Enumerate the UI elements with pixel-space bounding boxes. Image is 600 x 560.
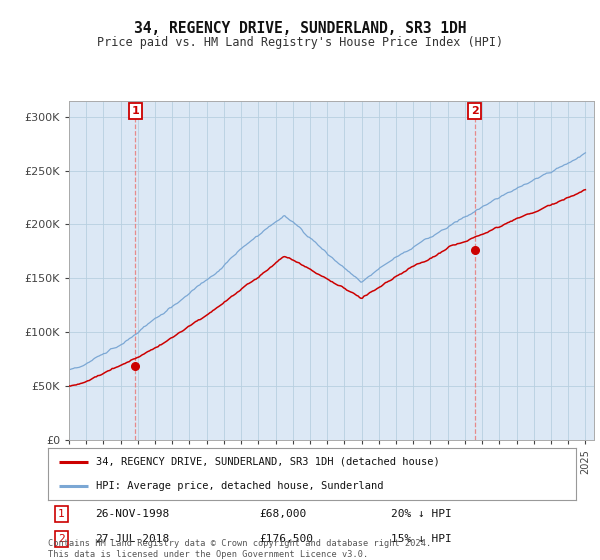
Text: Contains HM Land Registry data © Crown copyright and database right 2024.
This d: Contains HM Land Registry data © Crown c… bbox=[48, 539, 431, 559]
Text: 26-NOV-1998: 26-NOV-1998 bbox=[95, 509, 170, 519]
Text: HPI: Average price, detached house, Sunderland: HPI: Average price, detached house, Sund… bbox=[95, 480, 383, 491]
Text: 34, REGENCY DRIVE, SUNDERLAND, SR3 1DH: 34, REGENCY DRIVE, SUNDERLAND, SR3 1DH bbox=[134, 21, 466, 36]
Text: 1: 1 bbox=[131, 106, 139, 116]
Text: 2: 2 bbox=[471, 106, 479, 116]
Text: Price paid vs. HM Land Registry's House Price Index (HPI): Price paid vs. HM Land Registry's House … bbox=[97, 36, 503, 49]
Text: £68,000: £68,000 bbox=[259, 509, 307, 519]
Text: 34, REGENCY DRIVE, SUNDERLAND, SR3 1DH (detached house): 34, REGENCY DRIVE, SUNDERLAND, SR3 1DH (… bbox=[95, 457, 439, 467]
Text: 15% ↓ HPI: 15% ↓ HPI bbox=[391, 534, 452, 544]
Text: 1: 1 bbox=[58, 509, 65, 519]
Text: £176,500: £176,500 bbox=[259, 534, 313, 544]
Text: 27-JUL-2018: 27-JUL-2018 bbox=[95, 534, 170, 544]
Text: 20% ↓ HPI: 20% ↓ HPI bbox=[391, 509, 452, 519]
Text: 2: 2 bbox=[58, 534, 65, 544]
